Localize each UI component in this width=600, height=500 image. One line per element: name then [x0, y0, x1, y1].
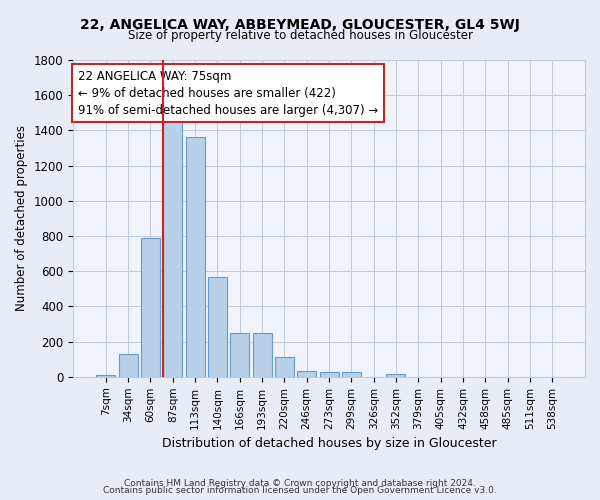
Text: Contains HM Land Registry data © Crown copyright and database right 2024.: Contains HM Land Registry data © Crown c…	[124, 478, 476, 488]
Bar	[230, 333, 249, 377]
Bar	[185, 138, 205, 377]
Bar	[342, 372, 361, 377]
Bar	[297, 370, 316, 377]
Text: Size of property relative to detached houses in Gloucester: Size of property relative to detached ho…	[128, 29, 473, 42]
Y-axis label: Number of detached properties: Number of detached properties	[15, 126, 28, 312]
Text: 22, ANGELICA WAY, ABBEYMEAD, GLOUCESTER, GL4 5WJ: 22, ANGELICA WAY, ABBEYMEAD, GLOUCESTER,…	[80, 18, 520, 32]
Bar	[141, 238, 160, 377]
Bar	[386, 374, 406, 377]
X-axis label: Distribution of detached houses by size in Gloucester: Distribution of detached houses by size …	[162, 437, 496, 450]
Text: 22 ANGELICA WAY: 75sqm
← 9% of detached houses are smaller (422)
91% of semi-det: 22 ANGELICA WAY: 75sqm ← 9% of detached …	[78, 70, 379, 116]
Bar	[275, 358, 294, 377]
Bar	[96, 375, 115, 377]
Bar	[320, 372, 338, 377]
Bar	[163, 120, 182, 377]
Text: Contains public sector information licensed under the Open Government Licence v3: Contains public sector information licen…	[103, 486, 497, 495]
Bar	[119, 354, 137, 377]
Bar	[253, 333, 272, 377]
Bar	[208, 278, 227, 377]
